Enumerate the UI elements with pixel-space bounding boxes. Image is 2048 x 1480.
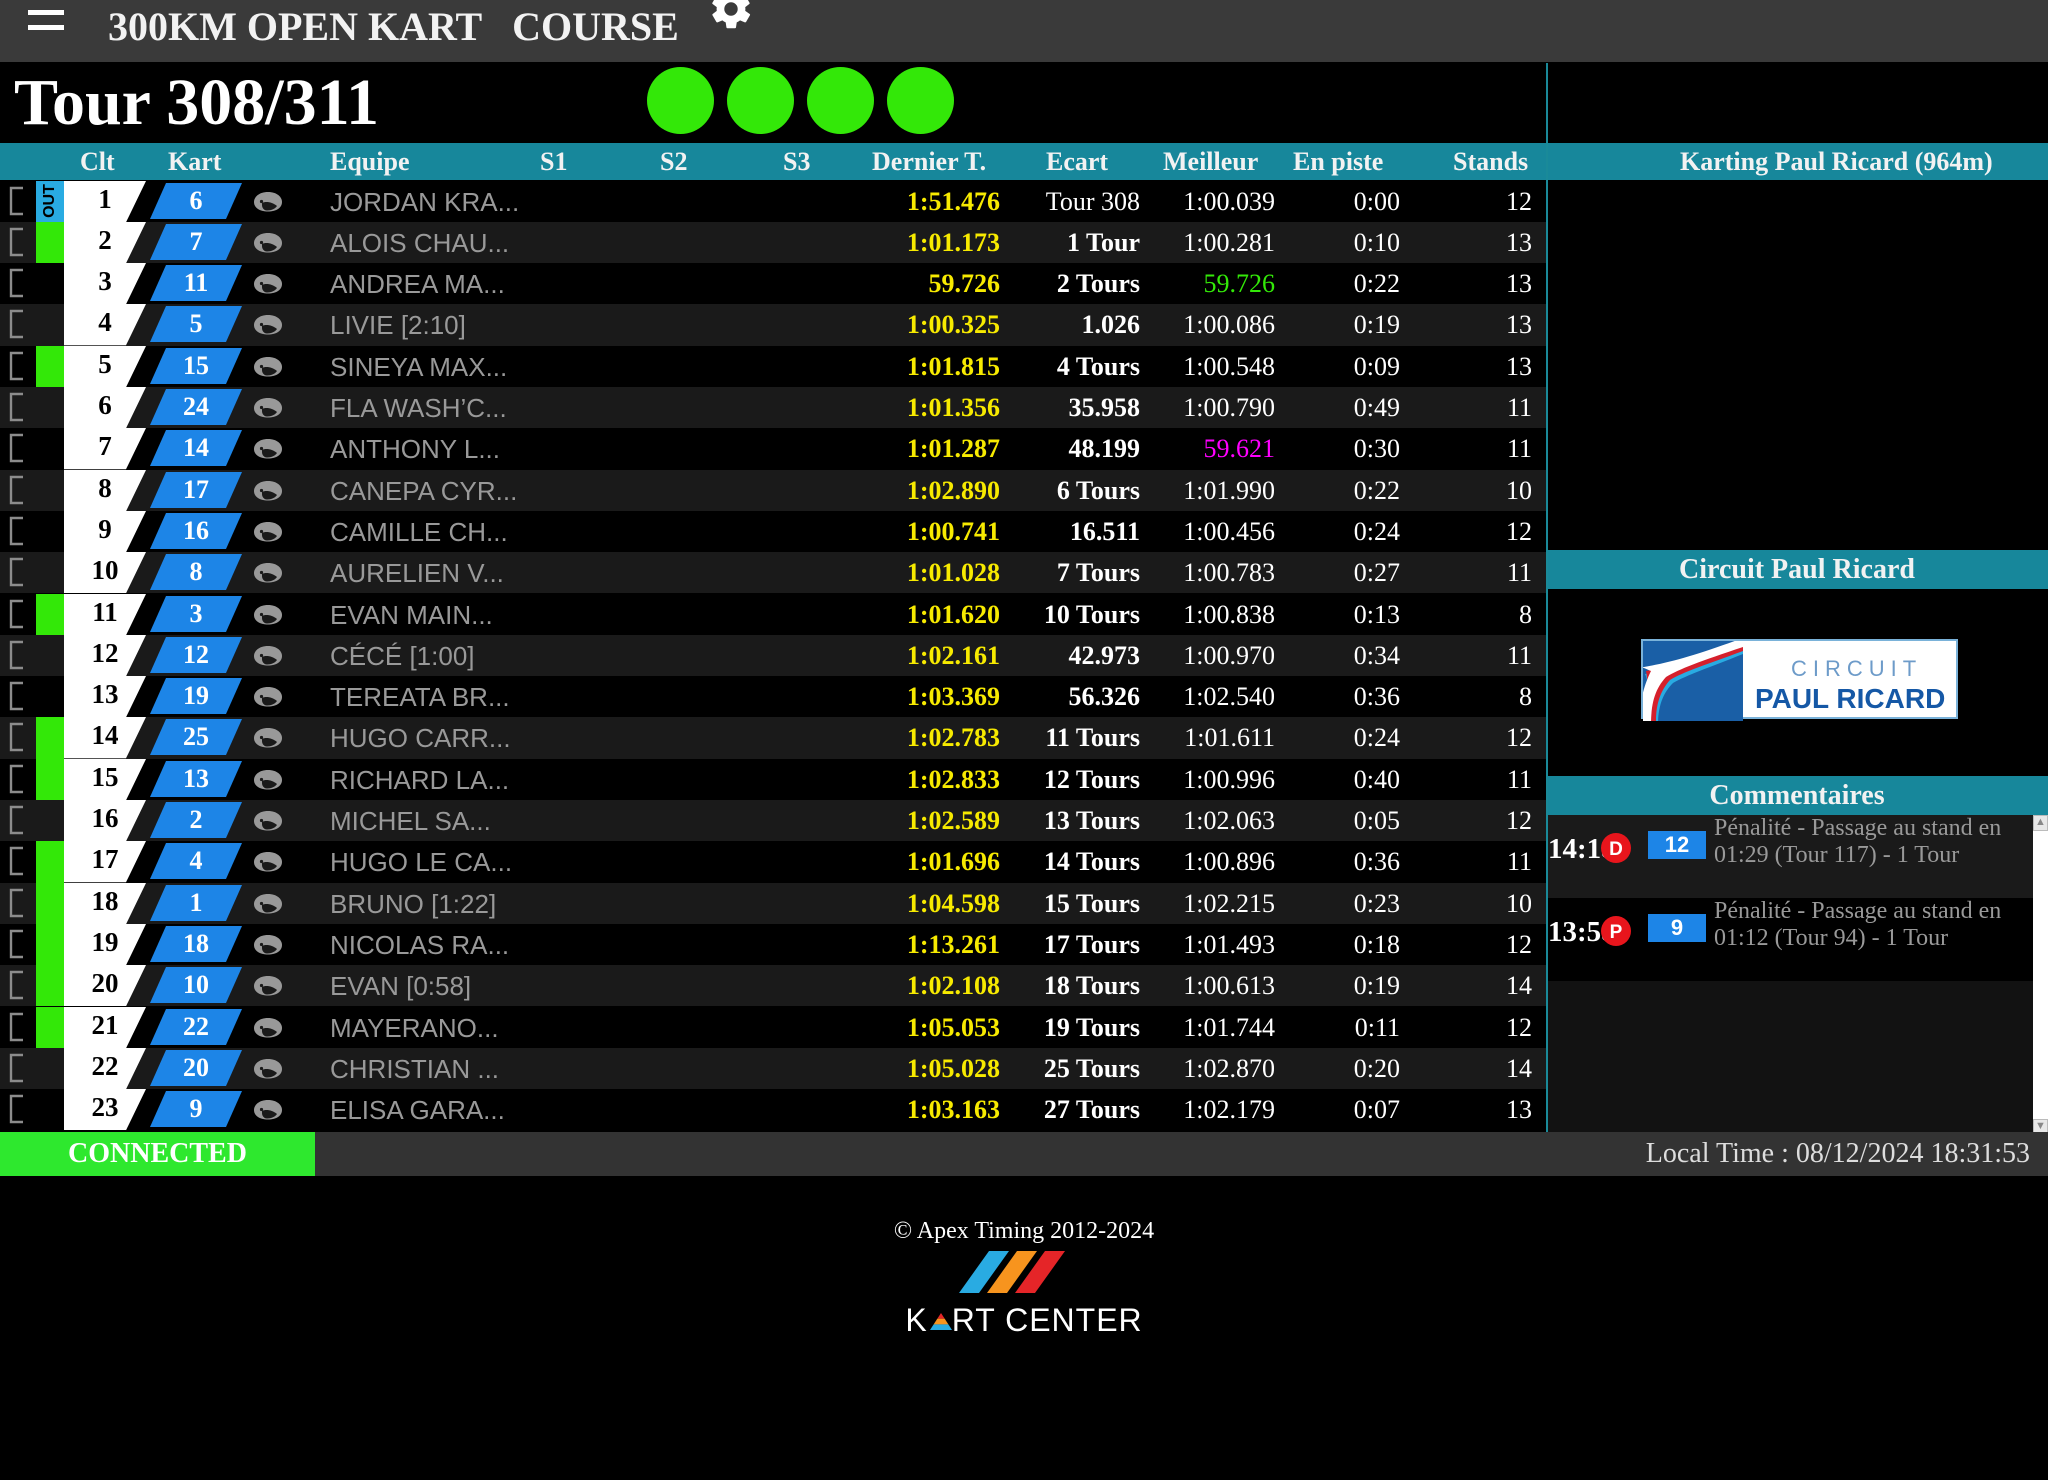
- svg-text:P: P: [1610, 922, 1623, 943]
- svg-text:D: D: [1609, 839, 1623, 860]
- svg-text:CIRCUIT: CIRCUIT: [1791, 656, 1922, 681]
- svg-text:PAUL RICARD: PAUL RICARD: [1755, 683, 1945, 714]
